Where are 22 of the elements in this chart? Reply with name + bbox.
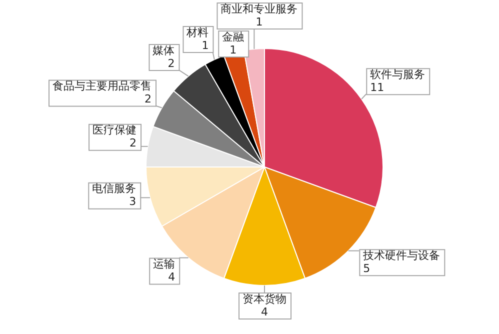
slice-label: 商业和专业服务: [220, 2, 298, 16]
data-label: 1: [230, 43, 237, 56]
data-label: 3: [129, 195, 136, 208]
data-label: 4: [168, 270, 176, 284]
data-label: 2: [168, 56, 175, 70]
slice-label: 媒体: [152, 44, 175, 57]
data-label: 1: [202, 38, 209, 52]
slice-label: 材料: [186, 26, 209, 39]
slice-label: 电信服务: [92, 182, 136, 196]
slice-label: 软件与服务: [370, 68, 426, 81]
slice-label: 金融: [222, 30, 244, 44]
data-label: 1: [256, 15, 263, 28]
data-label: 4: [261, 305, 268, 318]
data-label: 11: [370, 80, 384, 94]
slice-label: 食品与主要用品零售: [52, 80, 152, 93]
slice-label: 资本货物: [242, 292, 286, 306]
data-label: 2: [130, 136, 137, 150]
slice-label: 技术硬件与设备: [362, 249, 440, 262]
slice-label: 运输: [153, 258, 176, 271]
data-label: 5: [363, 262, 370, 276]
data-label: 2: [144, 92, 152, 106]
slice-label: 医疗保健: [92, 124, 137, 137]
